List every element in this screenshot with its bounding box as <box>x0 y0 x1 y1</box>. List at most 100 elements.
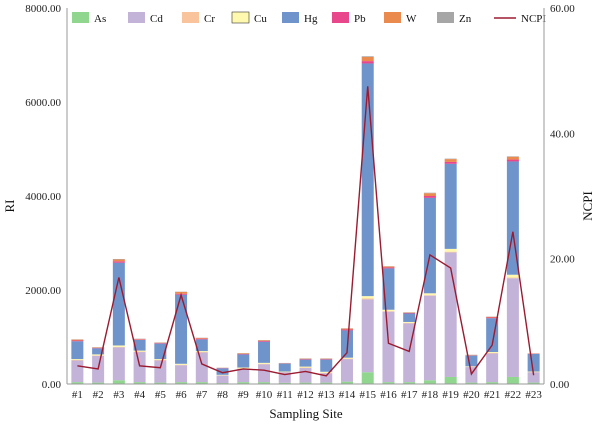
legend-swatch-cu <box>231 11 250 24</box>
x-tick-label: #10 <box>256 389 273 401</box>
bar-as-1 <box>71 382 84 384</box>
y2-tick-label: 0.00 <box>550 379 570 391</box>
y-tick-label: 6000.00 <box>25 97 61 109</box>
bar-w-7 <box>195 337 208 339</box>
bar-cu-19 <box>444 248 457 252</box>
bar-w-18 <box>423 193 436 196</box>
bar-hg-6 <box>175 294 188 364</box>
bar-as-20 <box>465 382 478 384</box>
y2-tick-label: 40.00 <box>550 128 575 140</box>
x-tick-label: #11 <box>277 389 293 401</box>
x-tick-label: #15 <box>359 389 376 401</box>
bar-hg-3 <box>112 262 125 346</box>
legend-swatch-pb <box>332 12 349 23</box>
bar-cd-9 <box>237 368 250 383</box>
bar-cu-2 <box>92 354 105 356</box>
bar-w-16 <box>382 266 395 268</box>
y2-axis-title: NCPI <box>580 191 595 221</box>
bar-cd-1 <box>71 360 84 383</box>
legend-label-as: As <box>94 13 106 25</box>
bar-hg-20 <box>465 355 478 367</box>
bar-w-15 <box>361 56 374 62</box>
legend-swatch-zn <box>437 12 454 23</box>
x-tick-label: #12 <box>297 389 314 401</box>
bar-cd-22 <box>506 278 519 377</box>
legend-label-cu: Cu <box>254 13 267 25</box>
bar-cu-14 <box>340 357 353 359</box>
legend-label-zn: Zn <box>459 13 472 25</box>
bar-as-5 <box>154 382 167 384</box>
bar-hg-17 <box>403 313 416 322</box>
bar-hg-2 <box>92 348 105 355</box>
bar-pb-18 <box>423 196 436 198</box>
x-tick-label: #22 <box>505 389 522 401</box>
bar-hg-11 <box>278 363 291 372</box>
bar-cu-6 <box>175 363 188 365</box>
bar-cu-5 <box>154 359 167 361</box>
bar-cu-22 <box>506 274 519 278</box>
bar-cu-16 <box>382 309 395 312</box>
x-tick-label: #13 <box>318 389 335 401</box>
bar-hg-23 <box>527 353 540 372</box>
bar-w-10 <box>258 340 271 341</box>
bar-as-12 <box>299 382 312 384</box>
x-tick-label: #8 <box>217 389 229 401</box>
x-tick-label: #6 <box>176 389 188 401</box>
x-tick-label: #17 <box>401 389 418 401</box>
bar-cd-13 <box>320 373 333 383</box>
bar-as-22 <box>506 376 519 384</box>
bar-cu-17 <box>403 321 416 323</box>
bar-pb-3 <box>112 261 125 263</box>
legend-swatch-cd <box>128 12 145 23</box>
bar-cu-10 <box>258 362 271 364</box>
bar-hg-7 <box>195 339 208 352</box>
x-tick-label: #7 <box>196 389 208 401</box>
bar-hg-15 <box>361 63 374 297</box>
bar-as-21 <box>486 382 499 384</box>
bar-pb-7 <box>195 338 208 340</box>
y-tick-label: 8000.00 <box>25 3 61 15</box>
y-axis-title: RI <box>2 200 17 213</box>
bar-cd-12 <box>299 368 312 383</box>
x-tick-label: #21 <box>484 389 501 401</box>
bar-cd-5 <box>154 360 167 383</box>
legend-swatch-w <box>384 12 401 23</box>
bar-zn-15 <box>361 56 374 57</box>
bar-cu-3 <box>112 345 125 347</box>
bar-cd-3 <box>112 347 125 381</box>
x-tick-label: #9 <box>238 389 250 401</box>
bar-cr-15 <box>361 298 374 300</box>
bar-w-21 <box>486 316 499 318</box>
bar-cd-21 <box>486 353 499 383</box>
y2-tick-label: 20.00 <box>550 254 575 266</box>
bar-as-14 <box>340 381 353 384</box>
y-tick-label: 0.00 <box>42 379 62 391</box>
bar-hg-1 <box>71 341 84 360</box>
bar-as-2 <box>92 382 105 384</box>
bar-w-19 <box>444 159 457 162</box>
x-tick-label: #20 <box>463 389 480 401</box>
bar-as-15 <box>361 372 374 384</box>
bar-cu-9 <box>237 367 250 369</box>
x-tick-label: #4 <box>134 389 146 401</box>
bar-hg-9 <box>237 354 250 368</box>
ncpi-line <box>77 86 535 377</box>
bar-cd-23 <box>527 372 540 383</box>
legend-label-ncpi: NCPI <box>521 13 546 25</box>
bar-cd-7 <box>195 352 208 383</box>
x-tick-label: #16 <box>380 389 397 401</box>
bar-cu-15 <box>361 296 374 299</box>
bar-hg-8 <box>216 368 229 375</box>
bar-as-19 <box>444 376 457 384</box>
bar-w-1 <box>71 339 84 341</box>
bar-as-16 <box>382 382 395 384</box>
legend-label-cd: Cd <box>150 13 163 25</box>
bar-w-14 <box>340 328 353 330</box>
bar-cd-10 <box>258 364 271 383</box>
bar-pb-10 <box>258 341 271 342</box>
x-tick-label: #5 <box>155 389 167 401</box>
bar-pb-1 <box>71 340 84 342</box>
x-tick-label: #2 <box>93 389 104 401</box>
bar-pb-15 <box>361 61 374 64</box>
bar-as-10 <box>258 382 271 384</box>
